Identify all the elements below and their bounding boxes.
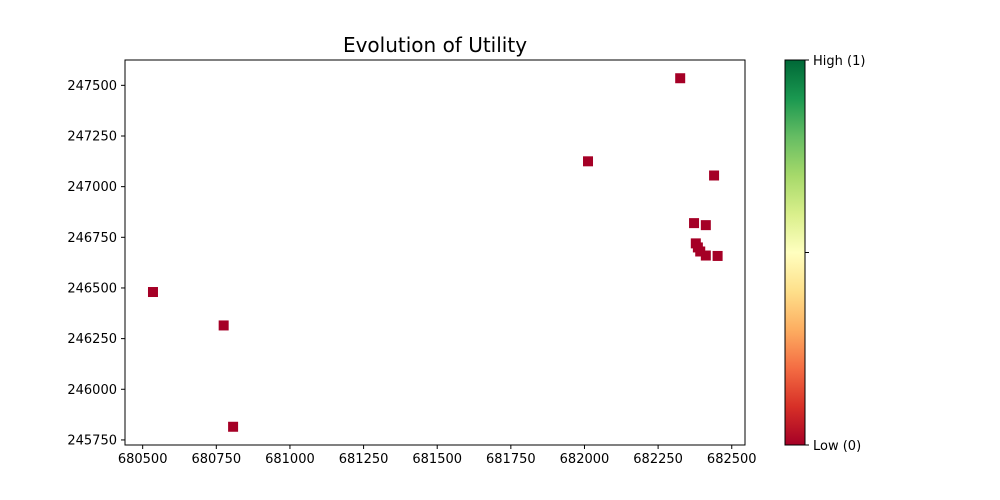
y-tick-label: 246750 [67,231,117,246]
y-tick-label: 247250 [67,129,117,144]
data-point [700,220,711,231]
data-point [583,156,594,167]
data-point [218,320,229,331]
x-tick-label: 681000 [265,452,315,467]
colorbar-gradient [784,59,806,446]
y-axis: 245750 246000 246250 246500 246750 247000 2472… [67,79,125,448]
x-tick-label: 680500 [118,452,168,467]
data-point [712,250,723,261]
data-point [700,250,711,261]
data-point [709,170,720,181]
x-tick-label: 682500 [707,452,757,467]
y-tick-label: 247000 [67,180,117,195]
y-tick-label: 246500 [67,281,117,296]
x-tick-label: 681500 [412,452,462,467]
x-tick-label: 682250 [633,452,683,467]
plot-frame [124,59,746,446]
data-point [228,421,239,432]
x-tick-label: 682000 [560,452,610,467]
y-tick-label: 247500 [67,79,117,94]
x-tick-label: 681750 [486,452,536,467]
chart-title: Evolution of Utility [343,33,527,57]
y-tick-label: 245750 [67,433,117,448]
data-point [147,287,158,298]
data-point [689,218,700,229]
x-axis: 680500 680750 681000 681250 681500 681750 6820… [118,445,757,467]
y-tick-label: 246250 [67,332,117,347]
x-tick-label: 681250 [339,452,389,467]
colorbar: High (1) Low (0) [784,54,865,454]
plot-marks [147,73,723,432]
data-point [675,73,686,84]
colorbar-high-label: High (1) [813,54,865,69]
x-tick-label: 680750 [191,452,241,467]
data-point [695,246,706,257]
colorbar-low-label: Low (0) [813,439,861,454]
y-tick-label: 246000 [67,383,117,398]
